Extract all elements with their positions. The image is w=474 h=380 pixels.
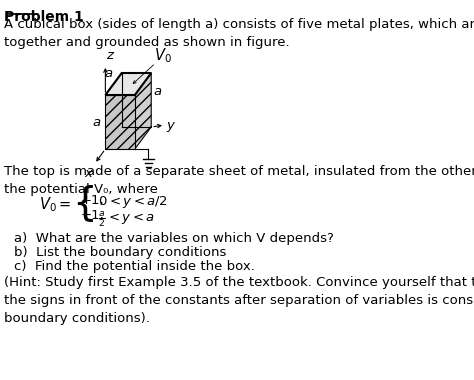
Text: The top is made of a separate sheet of metal, insulated from the others, and hel: The top is made of a separate sheet of m… — [4, 165, 474, 196]
Text: b)  List the boundary conditions: b) List the boundary conditions — [14, 246, 226, 259]
Text: −1,: −1, — [81, 209, 105, 222]
Text: y: y — [166, 119, 174, 131]
Polygon shape — [105, 73, 151, 95]
Text: a: a — [104, 67, 112, 80]
Text: (Hint: Study first Example 3.5 of the textbook. Convince yourself that the choic: (Hint: Study first Example 3.5 of the te… — [4, 276, 474, 325]
Text: $V_0$: $V_0$ — [154, 46, 172, 65]
Text: x: x — [84, 167, 92, 180]
Text: $V_0 =$: $V_0 =$ — [38, 195, 71, 214]
Text: a: a — [93, 116, 101, 128]
Text: {: { — [72, 184, 97, 222]
Text: c)  Find the potential inside the box.: c) Find the potential inside the box. — [14, 260, 255, 273]
Text: Problem 1: Problem 1 — [4, 10, 84, 24]
Text: A cubical box (sides of length a) consists of five metal plates, which are welde: A cubical box (sides of length a) consis… — [4, 18, 474, 49]
Text: a: a — [154, 85, 162, 98]
Polygon shape — [135, 73, 151, 149]
Text: +1,: +1, — [81, 194, 104, 207]
Text: a)  What are the variables on which V depends?: a) What are the variables on which V dep… — [14, 232, 334, 245]
Text: z: z — [107, 49, 113, 62]
Text: $\frac{a}{2} < y < a$: $\frac{a}{2} < y < a$ — [98, 209, 155, 228]
Polygon shape — [105, 95, 135, 149]
Text: $0 < y < a/2$: $0 < y < a/2$ — [98, 194, 168, 210]
